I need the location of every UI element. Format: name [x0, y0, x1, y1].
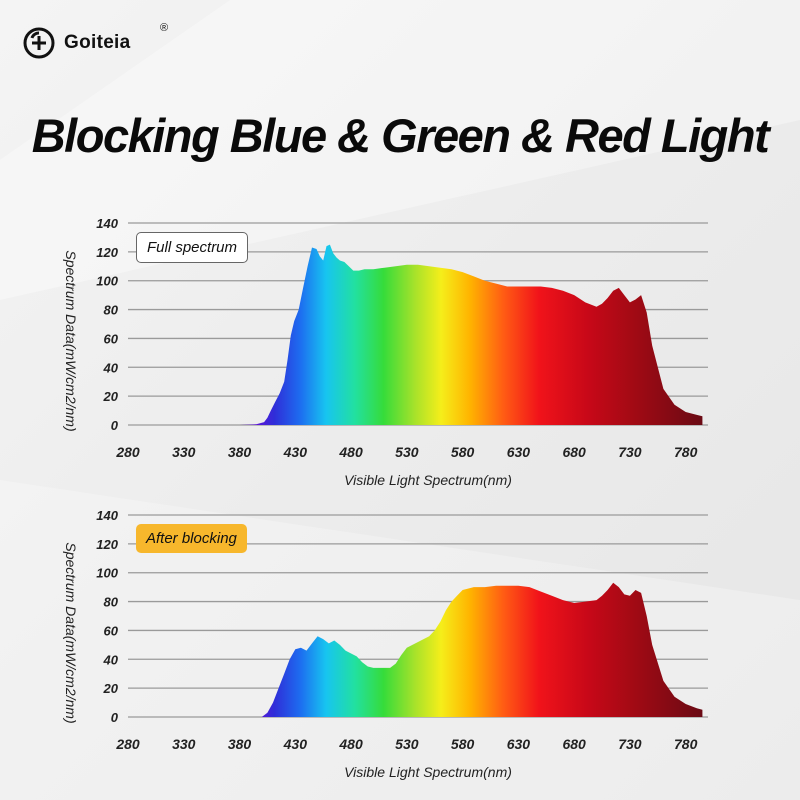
- x-tick-label: 380: [228, 736, 252, 752]
- x-tick-label: 280: [115, 444, 140, 460]
- chart-full-spectrum: 0 20 40 60 80 100 120 140 280 330 380 430 480 530 580 6…: [0, 205, 800, 495]
- y-tick-label: 0: [111, 710, 119, 725]
- x-tick-label: 530: [395, 444, 419, 460]
- x-tick-label: 680: [562, 444, 586, 460]
- y-tick-label: 140: [96, 216, 118, 231]
- x-tick-label: 430: [283, 736, 308, 752]
- x-tick-label: 480: [338, 736, 363, 752]
- chart-after-blocking: 0 20 40 60 80 100 120 140 280 330 380 430 480 530 580 6…: [0, 497, 800, 787]
- x-tick-label: 580: [451, 736, 475, 752]
- x-tick-label: 630: [507, 444, 531, 460]
- y-tick-label: 0: [111, 418, 119, 433]
- x-tick-label: 530: [395, 736, 419, 752]
- spectrum-area: [128, 244, 703, 425]
- y-tick-label: 40: [103, 360, 119, 375]
- brand-logo: Goiteia ®: [22, 22, 168, 60]
- brand-name: Goiteia: [64, 32, 131, 53]
- goiteia-logo-icon: [23, 27, 55, 59]
- spectrum-area: [128, 582, 703, 717]
- full-spectrum-badge: Full spectrum: [136, 232, 249, 263]
- x-tick-label: 780: [674, 736, 698, 752]
- x-tick-label: 330: [172, 444, 196, 460]
- x-tick-label: 480: [338, 444, 363, 460]
- y-tick-label: 140: [96, 508, 118, 523]
- y-tick-label: 120: [96, 537, 118, 552]
- y-tick-label: 100: [96, 566, 118, 581]
- x-tick-label: 330: [172, 736, 196, 752]
- y-tick-label: 20: [103, 389, 119, 404]
- registered-mark: ®: [160, 22, 169, 34]
- x-tick-label: 630: [507, 736, 531, 752]
- x-tick-label: 780: [674, 444, 698, 460]
- y-tick-label: 60: [104, 331, 119, 346]
- chart-full-spectrum-svg: 0 20 40 60 80 100 120 140 280 330 380 430 480 530 580 6…: [63, 216, 708, 488]
- y-tick-label: 60: [104, 623, 119, 638]
- x-tick-label: 680: [562, 736, 586, 752]
- page-title: Blocking Blue & Green & Red Light: [31, 109, 770, 162]
- x-axis-label: Visible Light Spectrum(nm): [344, 472, 512, 488]
- after-blocking-badge: After blocking: [136, 524, 247, 553]
- y-axis-label: Spectrum Data(mW/cm2/nm): [63, 542, 79, 723]
- x-tick-label: 430: [283, 444, 308, 460]
- y-tick-label: 20: [103, 681, 119, 696]
- y-tick-label: 120: [96, 245, 118, 260]
- y-tick-label: 80: [104, 595, 119, 610]
- x-tick-label: 280: [115, 736, 140, 752]
- x-tick-label: 730: [618, 736, 642, 752]
- y-tick-label: 80: [104, 303, 119, 318]
- y-axis-label: Spectrum Data(mW/cm2/nm): [63, 250, 79, 431]
- x-tick-label: 580: [451, 444, 475, 460]
- y-tick-label: 40: [103, 652, 119, 667]
- x-axis-label: Visible Light Spectrum(nm): [344, 764, 512, 780]
- chart-after-blocking-svg: 0 20 40 60 80 100 120 140 280 330 380 430 480 530 580 6…: [63, 508, 708, 780]
- x-tick-label: 730: [618, 444, 642, 460]
- y-tick-label: 100: [96, 274, 118, 289]
- x-tick-label: 380: [228, 444, 252, 460]
